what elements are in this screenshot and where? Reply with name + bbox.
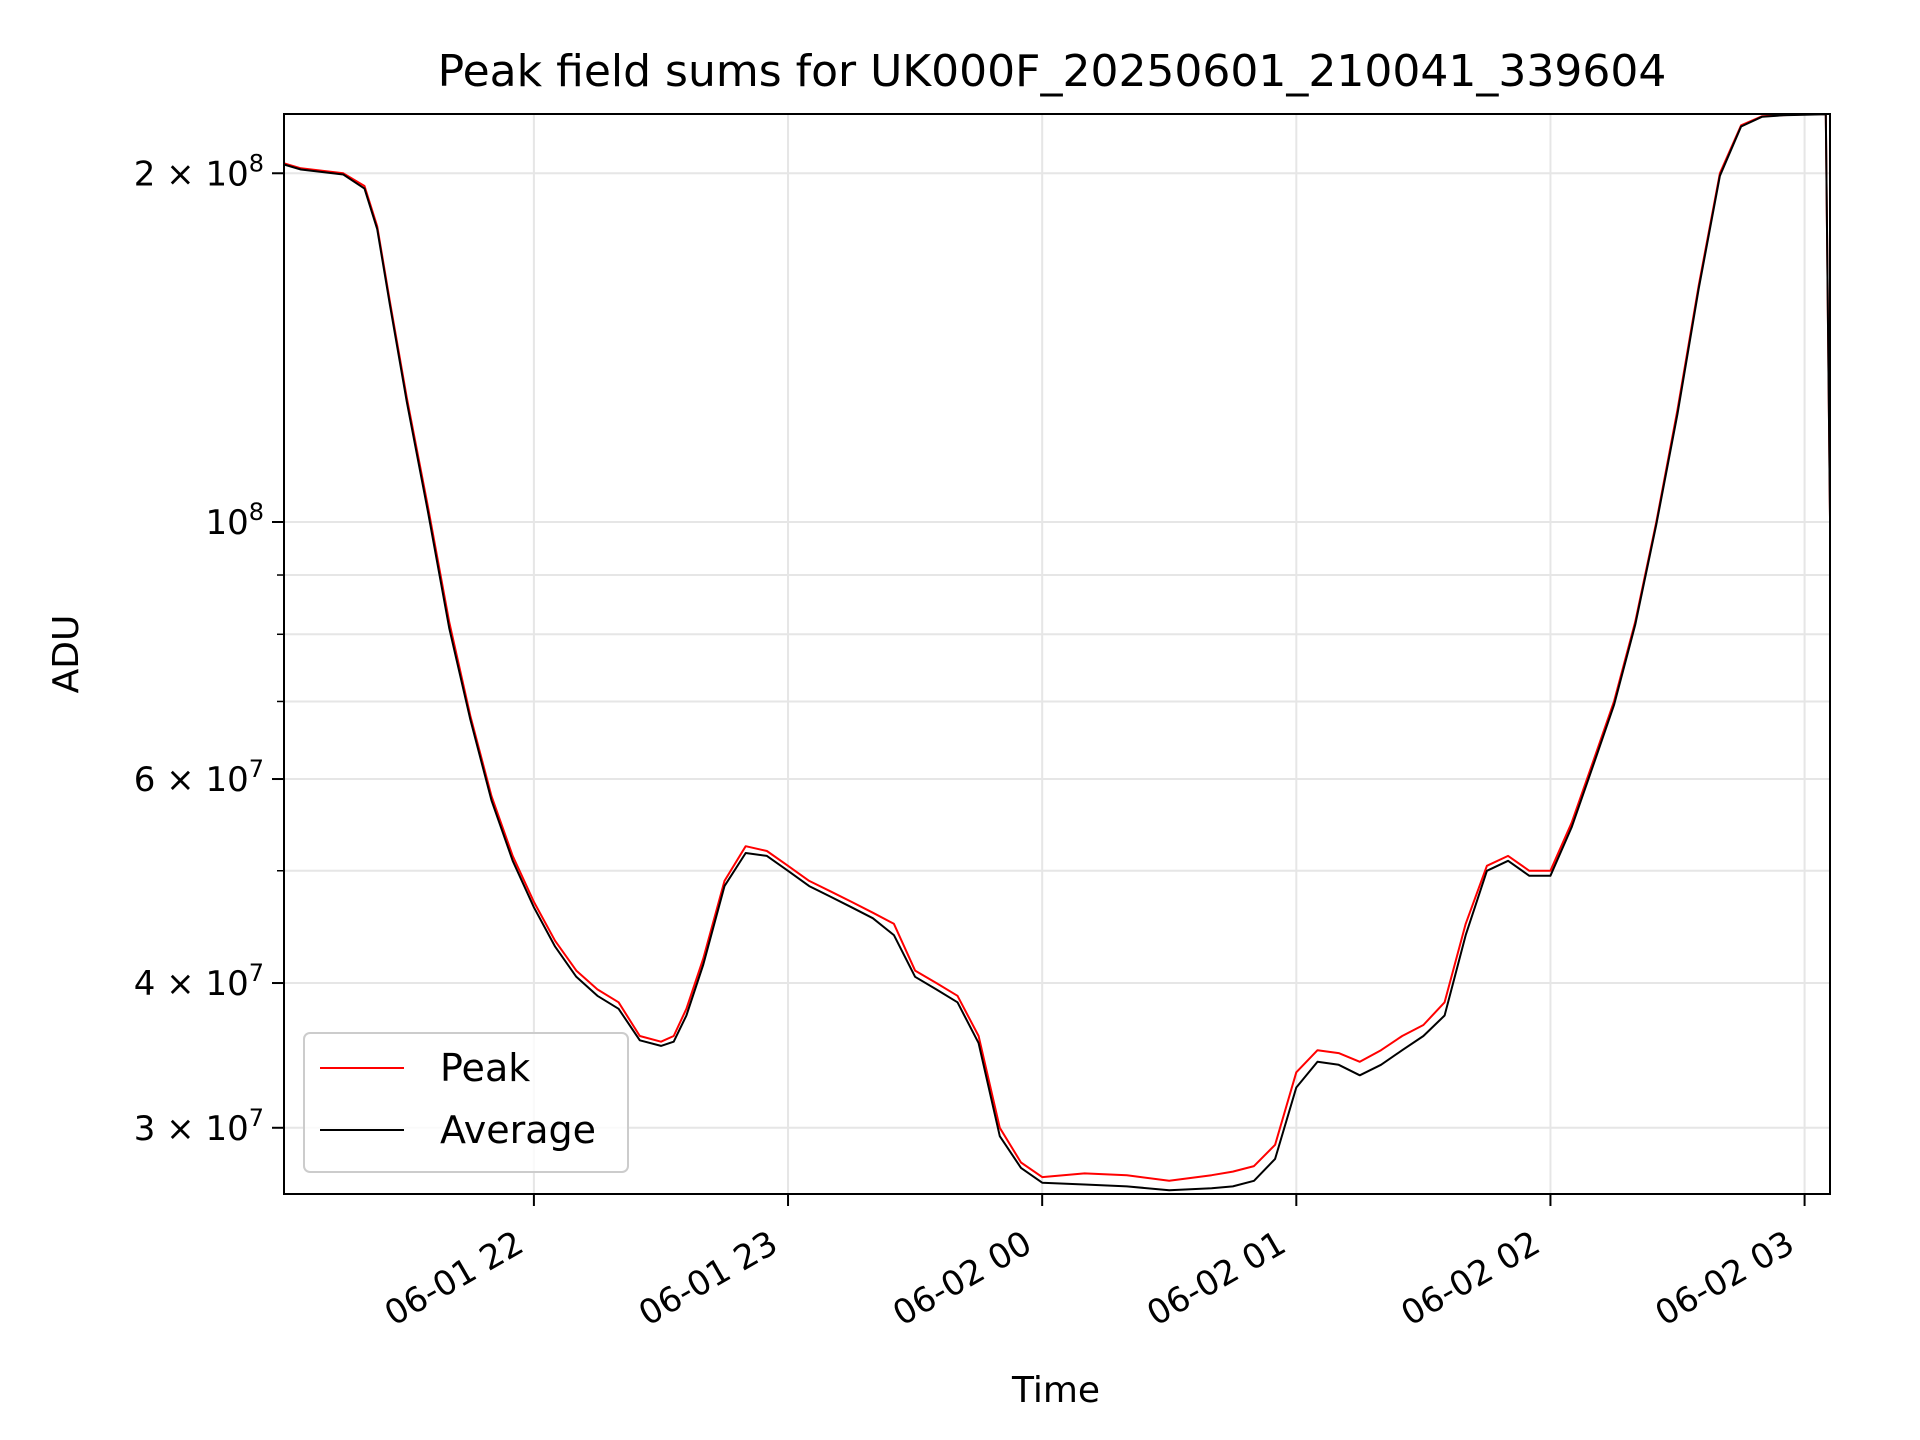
y-tick-label: 6 × 107 (134, 755, 264, 800)
x-axis-label: Time (1011, 1370, 1100, 1411)
series-line-average (283, 113, 1831, 1192)
y-tick-label: 4 × 107 (134, 959, 264, 1004)
chart-title: Peak field sums for UK000F_20250601_2100… (438, 46, 1667, 97)
legend-label-peak: Peak (440, 1046, 530, 1090)
legend: Peak Average (303, 1032, 629, 1173)
y-tick-label: 3 × 107 (134, 1104, 264, 1149)
series-group (283, 113, 1831, 1192)
y-axis-label: ADU (46, 615, 87, 694)
y-axis-ticks: 2 × 108 108 6 × 107 4 × 107 3 × 107 (134, 149, 284, 1149)
series-line-peak (283, 113, 1831, 1182)
legend-label-average: Average (440, 1108, 596, 1152)
y-tick-label: 2 × 108 (134, 149, 264, 194)
plot-frame (283, 113, 1831, 1195)
y-tick-label: 108 (205, 498, 264, 543)
